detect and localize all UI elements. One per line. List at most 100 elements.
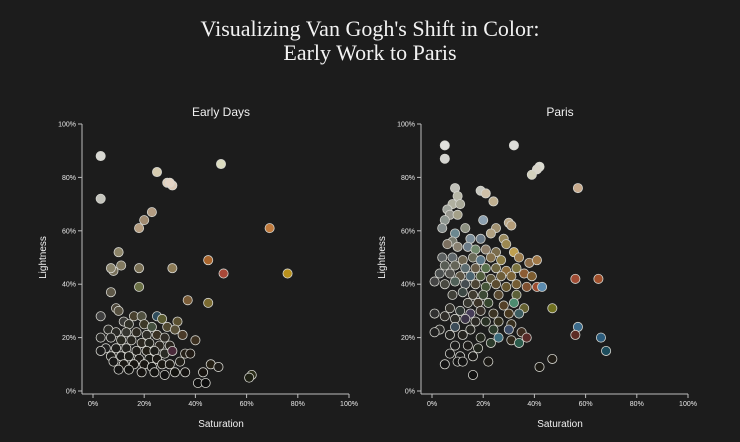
x-tick-label: 40% <box>188 401 202 408</box>
data-point <box>570 273 581 284</box>
data-point <box>149 367 160 378</box>
data-point <box>488 308 499 319</box>
data-point <box>190 335 201 346</box>
data-point <box>498 300 509 311</box>
data-point <box>450 260 461 271</box>
data-point <box>434 268 445 279</box>
data-point <box>457 329 468 340</box>
data-point <box>164 177 175 188</box>
data-point <box>483 297 494 308</box>
data-point <box>282 268 293 279</box>
data-point <box>521 332 532 343</box>
data-point <box>455 199 466 210</box>
data-point <box>203 297 214 308</box>
data-point <box>485 337 496 348</box>
data-point <box>526 169 537 180</box>
data-point <box>593 273 604 284</box>
data-point <box>490 263 501 274</box>
data-point <box>169 324 180 335</box>
figure-title-line1: Visualizing Van Gogh's Shift in Color: <box>200 16 540 41</box>
x-tick-label: 80% <box>291 401 305 408</box>
data-point <box>429 276 440 287</box>
data-point <box>151 167 162 178</box>
data-point <box>146 207 157 218</box>
data-point <box>514 252 525 263</box>
data-point <box>116 335 127 346</box>
data-point <box>177 329 188 340</box>
data-point <box>111 343 122 354</box>
data-point <box>123 351 134 362</box>
x-axis-label: Saturation <box>198 419 244 430</box>
data-point <box>439 140 450 151</box>
data-point <box>444 329 455 340</box>
data-point <box>475 233 486 244</box>
x-tick-label: 100% <box>340 401 358 408</box>
figure-title-line2: Early Work to Paris <box>283 40 457 65</box>
data-point <box>521 281 532 292</box>
data-point <box>467 369 478 380</box>
data-point <box>496 255 507 266</box>
data-point <box>447 289 458 300</box>
data-point <box>126 335 137 346</box>
data-point <box>139 215 150 226</box>
data-point <box>452 209 463 220</box>
data-point <box>503 308 514 319</box>
x-axis-label: Saturation <box>537 419 583 430</box>
y-axis-label: Lightness <box>38 236 49 279</box>
data-point <box>215 159 226 170</box>
data-point <box>475 255 486 266</box>
data-point <box>167 345 178 356</box>
data-point <box>595 332 606 343</box>
data-point <box>490 279 501 290</box>
data-point <box>475 271 486 282</box>
data-point <box>493 289 504 300</box>
data-point <box>508 140 519 151</box>
y-tick-label: 20% <box>62 335 76 342</box>
data-point <box>213 361 224 372</box>
data-point <box>508 297 519 308</box>
data-point <box>480 316 491 327</box>
data-point <box>429 308 440 319</box>
data-point <box>439 279 450 290</box>
data-point <box>470 316 481 327</box>
x-tick-label: 100% <box>679 401 697 408</box>
data-point <box>164 359 175 370</box>
data-point <box>572 183 583 194</box>
x-tick-label: 0% <box>427 401 437 408</box>
data-point <box>175 356 186 367</box>
data-point <box>200 377 211 388</box>
data-point <box>105 287 116 298</box>
data-point <box>203 255 214 266</box>
data-point <box>113 247 124 258</box>
data-point <box>460 223 471 234</box>
data-point <box>503 324 514 335</box>
x-tick-label: 40% <box>527 401 541 408</box>
data-point <box>488 196 499 207</box>
data-point <box>157 313 168 324</box>
data-point <box>465 324 476 335</box>
data-point <box>480 188 491 199</box>
data-point <box>113 305 124 316</box>
data-point <box>467 289 478 300</box>
data-point <box>473 343 484 354</box>
data-point <box>462 340 473 351</box>
data-point <box>485 252 496 263</box>
data-point <box>547 353 558 364</box>
data-point <box>467 351 478 362</box>
x-tick-label: 20% <box>137 401 151 408</box>
data-point <box>442 239 453 250</box>
data-point <box>146 321 157 332</box>
data-point <box>601 345 612 356</box>
data-point <box>475 332 486 343</box>
data-point <box>493 332 504 343</box>
data-point <box>537 281 548 292</box>
data-point <box>526 271 537 282</box>
y-tick-label: 20% <box>401 335 415 342</box>
data-point <box>514 337 525 348</box>
panel-title: Paris <box>546 105 573 119</box>
data-point <box>470 279 481 290</box>
data-point <box>218 268 229 279</box>
data-point <box>439 260 450 271</box>
